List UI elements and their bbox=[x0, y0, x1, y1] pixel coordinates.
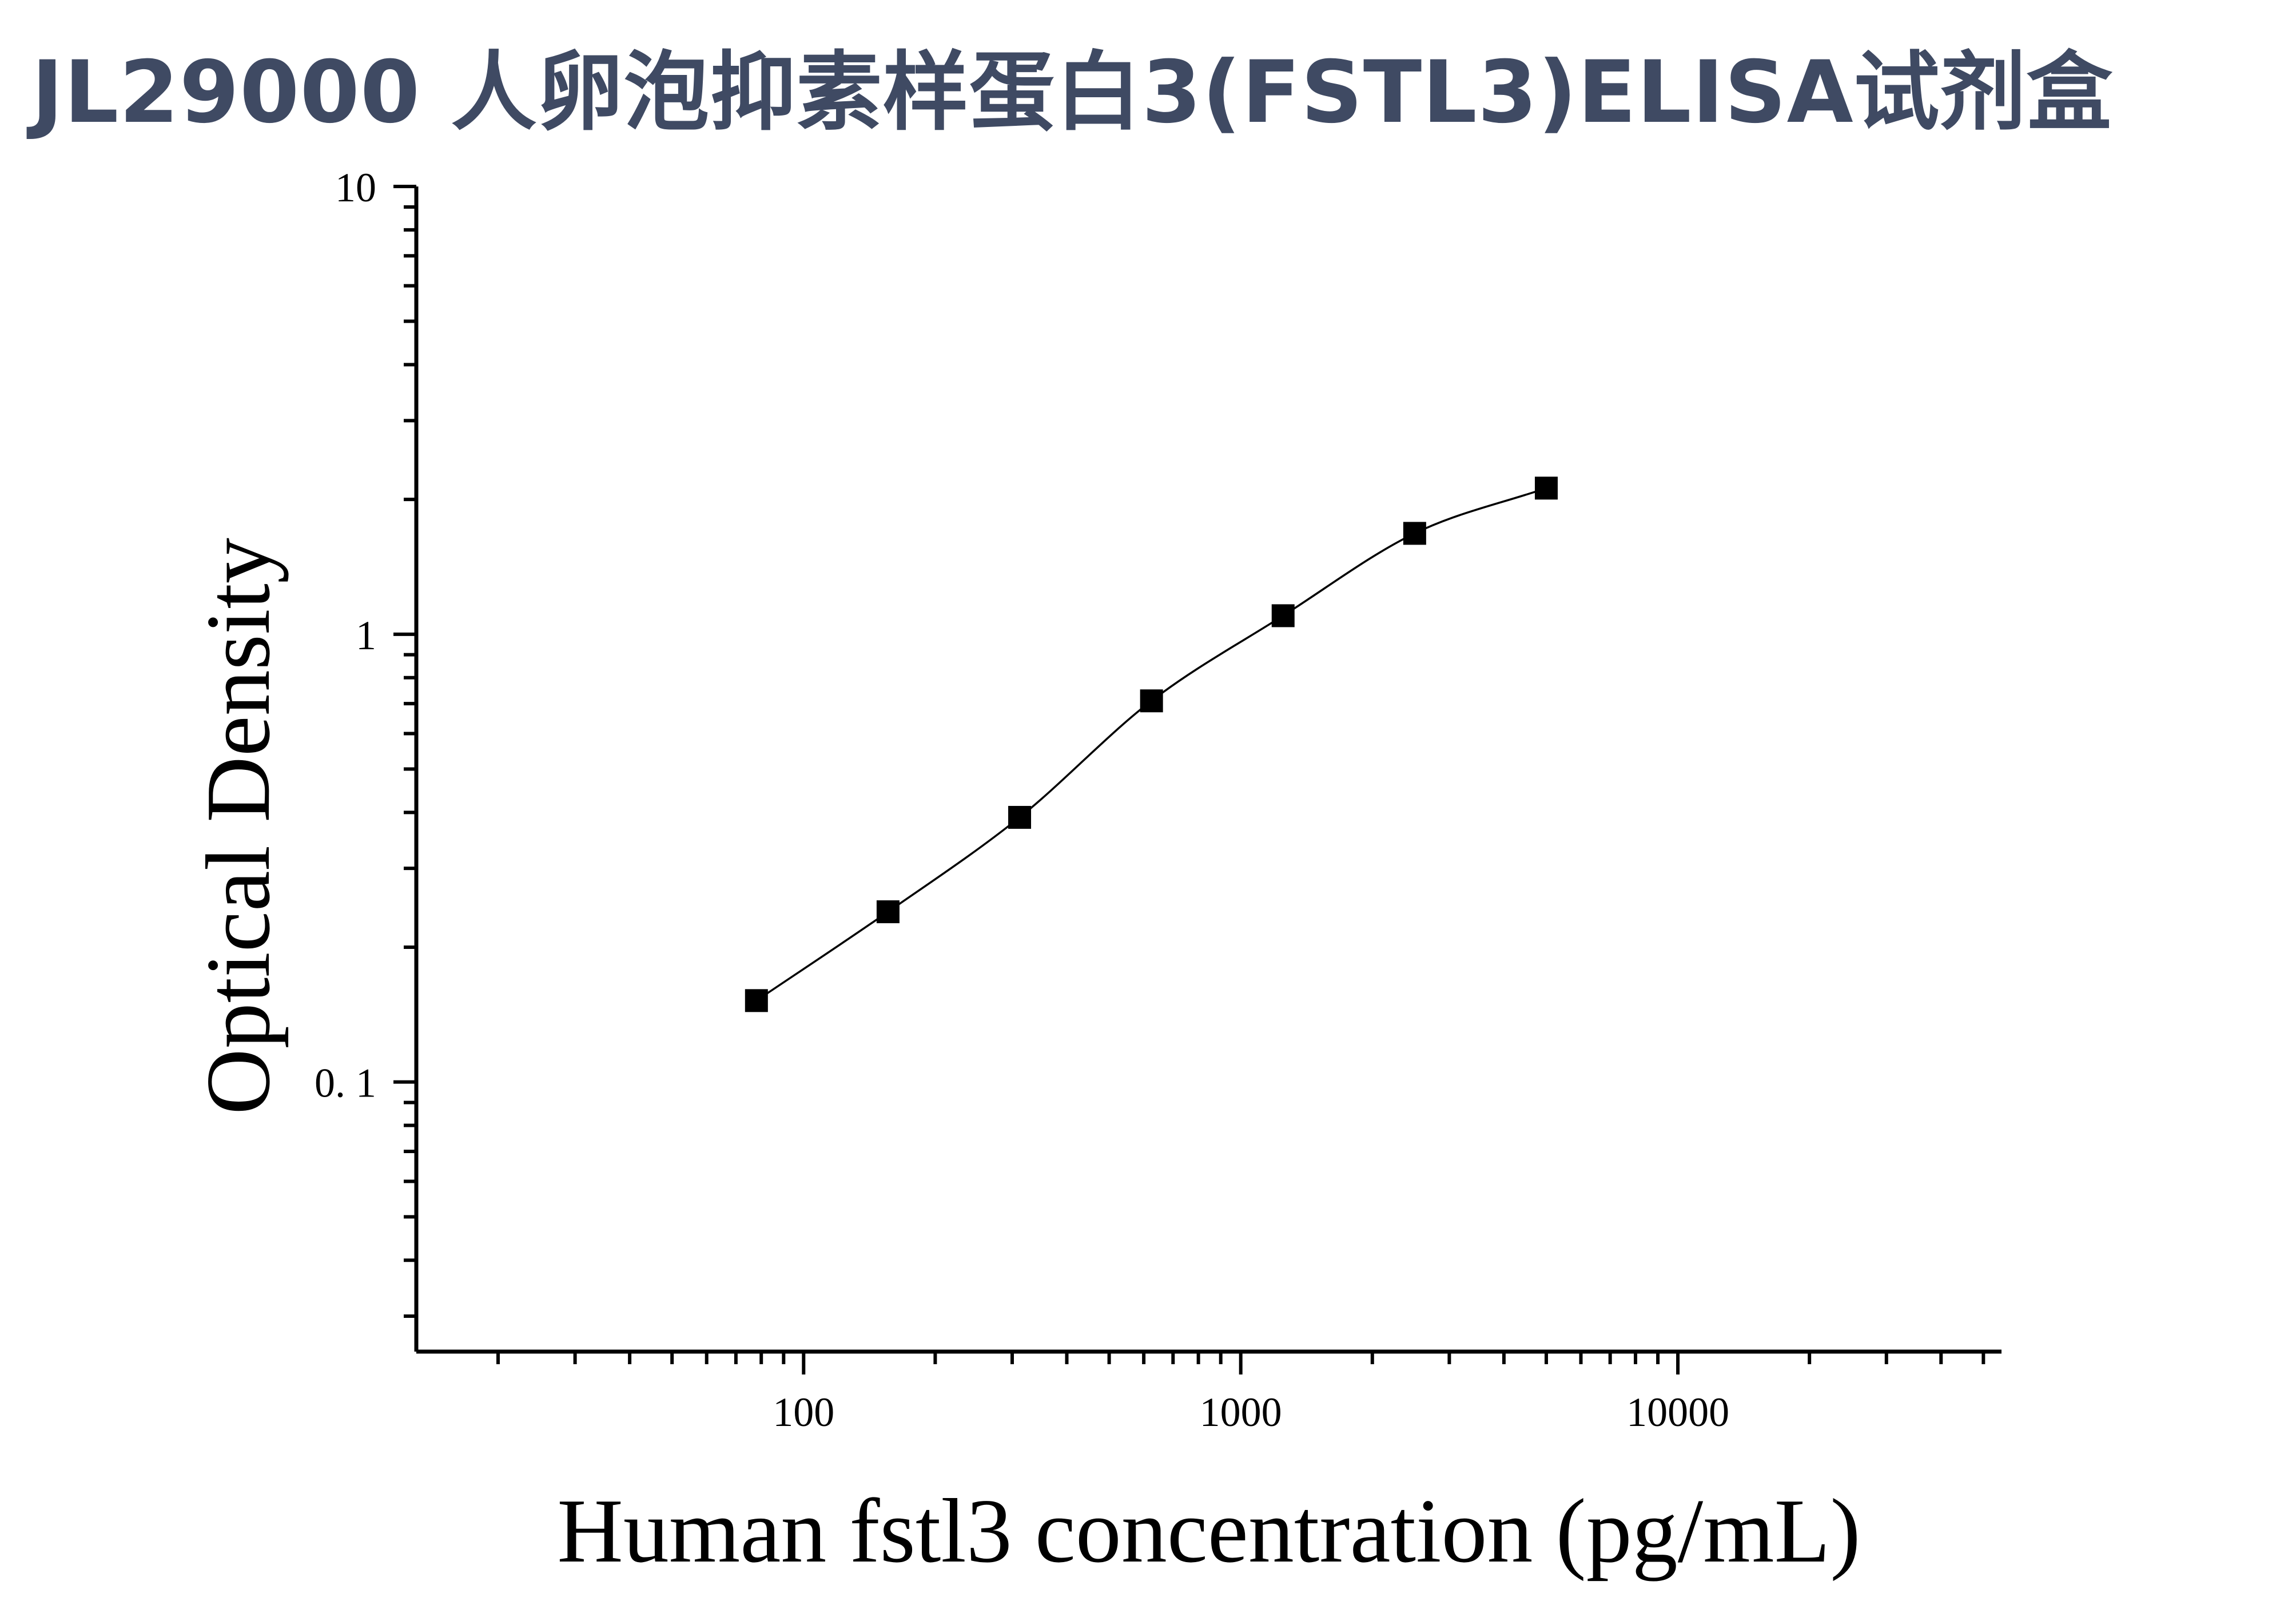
data-point bbox=[1271, 604, 1295, 627]
labels-layer: 100 1000 10000 0. 1 1 10 Human fstl3 concentra… bbox=[187, 165, 1861, 1582]
data-point bbox=[745, 989, 768, 1012]
y-tick-label: 10 bbox=[335, 165, 376, 210]
x-axis-title: Human fstl3 concentration (pg/mL) bbox=[557, 1480, 1860, 1582]
data-point bbox=[1008, 805, 1032, 829]
data-point bbox=[1534, 476, 1558, 500]
y-axis-title: Optical Density bbox=[187, 538, 289, 1115]
fit-curve bbox=[755, 487, 1547, 1002]
y-tick-label: 0. 1 bbox=[315, 1060, 376, 1106]
fit-curve-layer bbox=[755, 487, 1547, 1002]
x-tick-label: 10000 bbox=[1626, 1389, 1729, 1435]
data-point bbox=[1403, 522, 1426, 545]
data-point bbox=[1140, 689, 1163, 713]
page-title: JL29000 人卵泡抑素样蛋白3(FSTL3)ELISA试剂盒 bbox=[31, 43, 2113, 142]
axes bbox=[393, 185, 2001, 1374]
data-point bbox=[876, 900, 900, 924]
y-tick-label: 1 bbox=[356, 613, 376, 658]
data-points-layer bbox=[745, 476, 1558, 1012]
x-tick-label: 100 bbox=[773, 1389, 834, 1435]
x-tick-label: 1000 bbox=[1200, 1389, 1282, 1435]
